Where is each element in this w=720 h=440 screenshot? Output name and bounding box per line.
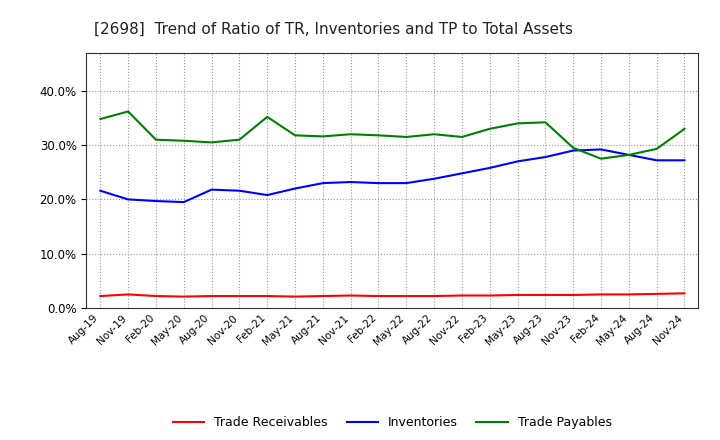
Inventories	[458, 171, 467, 176]
Trade Receivables	[96, 293, 104, 299]
Legend: Trade Receivables, Inventories, Trade Payables: Trade Receivables, Inventories, Trade Pa…	[168, 411, 617, 434]
Inventories	[318, 180, 327, 186]
Trade Payables	[263, 114, 271, 120]
Trade Payables	[430, 132, 438, 137]
Inventories	[179, 199, 188, 205]
Trade Payables	[291, 133, 300, 138]
Trade Payables	[541, 120, 550, 125]
Trade Payables	[569, 145, 577, 150]
Inventories	[485, 165, 494, 171]
Inventories	[513, 159, 522, 164]
Trade Payables	[207, 140, 216, 145]
Trade Receivables	[624, 292, 633, 297]
Inventories	[235, 188, 243, 193]
Inventories	[597, 147, 606, 152]
Line: Inventories: Inventories	[100, 150, 685, 202]
Trade Payables	[485, 126, 494, 132]
Inventories	[124, 197, 132, 202]
Inventories	[652, 158, 661, 163]
Trade Payables	[402, 134, 410, 139]
Inventories	[263, 192, 271, 198]
Trade Payables	[235, 137, 243, 142]
Trade Receivables	[513, 292, 522, 297]
Trade Payables	[680, 126, 689, 132]
Trade Receivables	[485, 293, 494, 298]
Trade Receivables	[263, 293, 271, 299]
Text: [2698]  Trend of Ratio of TR, Inventories and TP to Total Assets: [2698] Trend of Ratio of TR, Inventories…	[94, 22, 572, 37]
Line: Trade Payables: Trade Payables	[100, 111, 685, 159]
Trade Receivables	[124, 292, 132, 297]
Trade Receivables	[652, 291, 661, 297]
Trade Payables	[624, 152, 633, 158]
Trade Receivables	[569, 292, 577, 297]
Inventories	[624, 152, 633, 158]
Trade Receivables	[318, 293, 327, 299]
Trade Payables	[513, 121, 522, 126]
Trade Receivables	[402, 293, 410, 299]
Trade Receivables	[179, 294, 188, 299]
Trade Receivables	[541, 292, 550, 297]
Trade Receivables	[152, 293, 161, 299]
Inventories	[402, 180, 410, 186]
Trade Payables	[458, 134, 467, 139]
Inventories	[541, 154, 550, 160]
Trade Payables	[346, 132, 355, 137]
Inventories	[96, 188, 104, 193]
Trade Receivables	[430, 293, 438, 299]
Inventories	[569, 148, 577, 153]
Trade Receivables	[207, 293, 216, 299]
Trade Payables	[96, 117, 104, 122]
Trade Receivables	[680, 291, 689, 296]
Trade Payables	[152, 137, 161, 142]
Trade Payables	[124, 109, 132, 114]
Inventories	[430, 176, 438, 181]
Line: Trade Receivables: Trade Receivables	[100, 293, 685, 297]
Trade Receivables	[346, 293, 355, 298]
Trade Receivables	[458, 293, 467, 298]
Trade Payables	[597, 156, 606, 161]
Inventories	[680, 158, 689, 163]
Inventories	[374, 180, 383, 186]
Trade Receivables	[374, 293, 383, 299]
Inventories	[207, 187, 216, 192]
Trade Payables	[318, 134, 327, 139]
Trade Payables	[179, 138, 188, 143]
Trade Receivables	[291, 294, 300, 299]
Trade Receivables	[597, 292, 606, 297]
Trade Payables	[652, 146, 661, 151]
Trade Payables	[374, 133, 383, 138]
Inventories	[346, 180, 355, 185]
Trade Receivables	[235, 293, 243, 299]
Inventories	[152, 198, 161, 204]
Inventories	[291, 186, 300, 191]
